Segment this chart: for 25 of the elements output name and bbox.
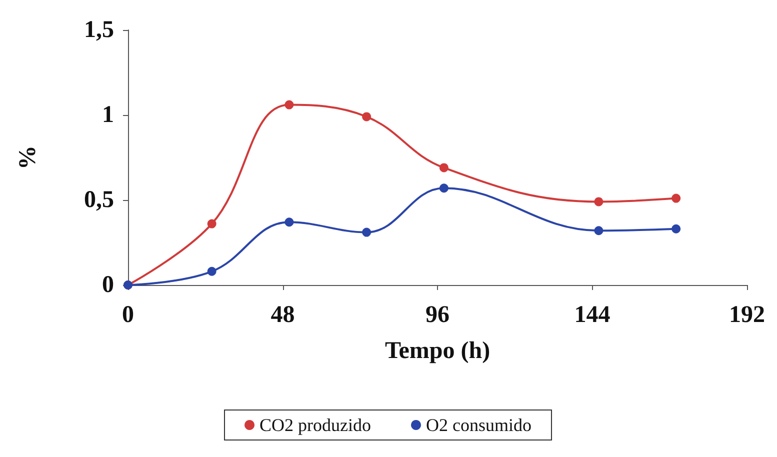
point xyxy=(672,224,681,234)
point xyxy=(362,112,372,122)
x-tick-label: 96 xyxy=(426,302,450,328)
legend-label: O2 consumido xyxy=(426,415,532,435)
x-tick-label: 144 xyxy=(574,302,610,328)
point xyxy=(207,266,216,276)
y-tick-label: 0 xyxy=(102,272,114,298)
point xyxy=(362,228,372,237)
x-tick-label: 48 xyxy=(270,302,295,328)
y-tick-label: 1 xyxy=(102,102,114,128)
point xyxy=(439,163,448,172)
point xyxy=(594,226,604,236)
x-tick-label: 192 xyxy=(729,302,765,328)
y-tick-label: 1,5 xyxy=(84,17,114,43)
point xyxy=(284,100,294,110)
point xyxy=(207,219,216,228)
y-tick-label: 0,5 xyxy=(84,187,114,213)
point xyxy=(439,184,448,193)
y-axis-title: % xyxy=(15,146,41,170)
point xyxy=(672,194,681,203)
point xyxy=(284,218,294,227)
x-tick-label: 0 xyxy=(122,302,134,328)
point xyxy=(594,197,604,206)
x-axis-title: Tempo (h) xyxy=(384,338,490,364)
legend-label: CO2 produzido xyxy=(260,415,372,435)
